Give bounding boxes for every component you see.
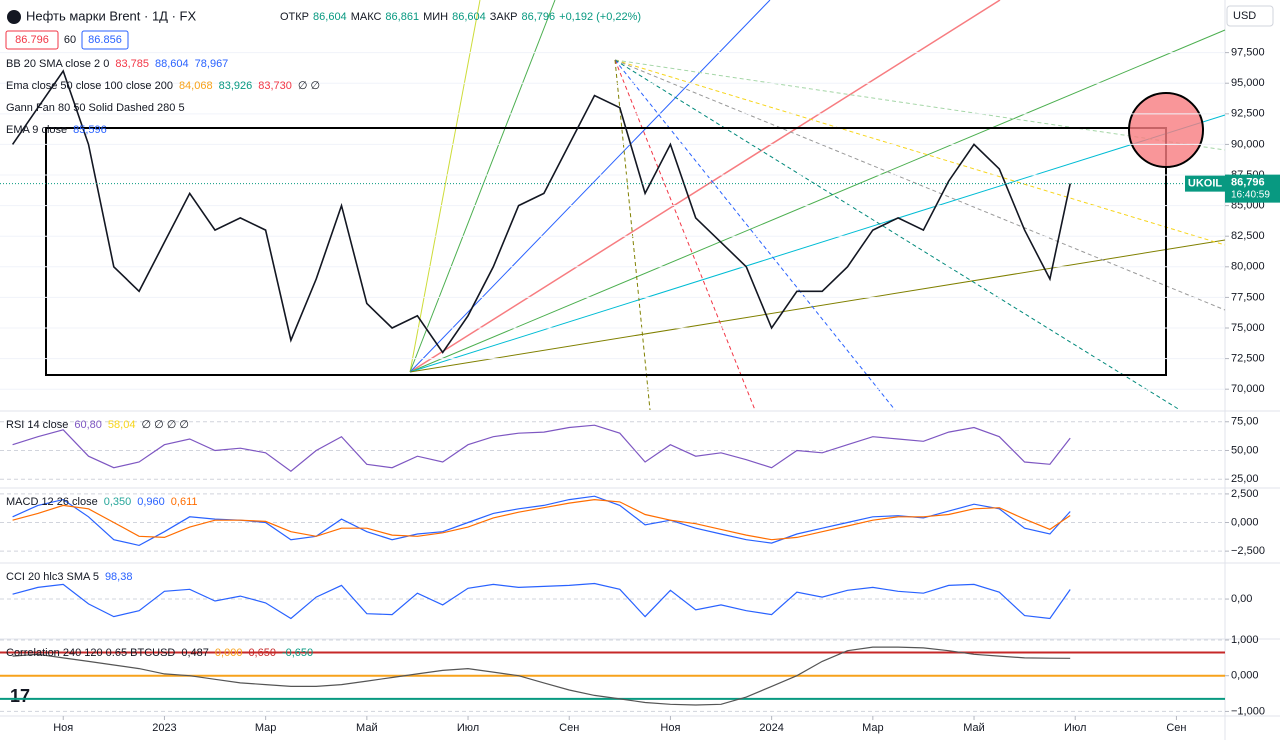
ohlc-label: ОТКР: [280, 11, 309, 23]
y-tick-label: 2,500: [1231, 488, 1259, 500]
legend-item: 0,487: [181, 647, 209, 659]
legend-item: 84,068: [179, 80, 213, 92]
legend-item: 98,38: [105, 571, 133, 583]
legend-item: 83,730: [258, 80, 292, 92]
legend-item: RSI 14 close: [6, 419, 68, 431]
legend-item: 83,926: [219, 80, 253, 92]
x-tick-label: 2024: [759, 722, 783, 734]
y-tick-label: 90,000: [1231, 138, 1265, 150]
symbol-label: UKOIL: [1188, 178, 1223, 190]
y-tick-label: −2,500: [1231, 545, 1265, 557]
currency-label: USD: [1233, 10, 1256, 22]
legend-item: -0,650: [282, 647, 313, 659]
legend-item: Gann Fan 80 50 Solid Dashed 280 5: [6, 102, 185, 114]
legend-item: BB 20 SMA close 2 0: [6, 58, 109, 70]
legend-item: Ema close 50 close 100 close 200: [6, 80, 173, 92]
last-time-label: 16:40:59: [1231, 189, 1270, 200]
ohlc-value: 86,861: [385, 11, 419, 23]
legend-item: MACD 12 26 close: [6, 496, 98, 508]
legend-item: 0,960: [137, 496, 165, 508]
y-tick-label: 25,00: [1231, 473, 1259, 485]
y-tick-label: 75,00: [1231, 416, 1259, 428]
x-tick-label: Май: [356, 722, 378, 734]
y-tick-label: 72,500: [1231, 353, 1265, 365]
series-line: [12, 498, 1071, 541]
legend-item: 83,785: [115, 58, 149, 70]
last-price-label: 86,796: [1231, 177, 1265, 189]
currency-box: [1226, 5, 1274, 27]
y-tick-label: 75,000: [1231, 322, 1265, 334]
y-tick-label: 92,500: [1231, 108, 1265, 120]
x-tick-label: Мар: [862, 722, 884, 734]
y-tick-label: 80,000: [1231, 261, 1265, 273]
price-box: [5, 30, 59, 50]
y-tick-label: 1,000: [1231, 634, 1259, 646]
tv-logo: 17: [10, 686, 38, 706]
y-tick-label: 50,00: [1231, 444, 1259, 456]
y-tick-label: 0,000: [1231, 670, 1259, 682]
drawings: [45, 0, 1226, 411]
series-line: [12, 424, 1071, 472]
legend-item: 0,611: [171, 496, 198, 508]
legend-item: 85,596: [73, 124, 107, 136]
change-value: +0,192 (+0,22%): [559, 11, 641, 23]
ohlc-label: МИН: [423, 11, 448, 23]
legend-item: 58,04: [108, 419, 136, 431]
legend-item: ∅ ∅ ∅ ∅: [141, 419, 189, 431]
legend-item: EMA 9 close: [6, 124, 67, 136]
price-box-label: 86.856: [88, 34, 122, 46]
legend-item: ∅ ∅: [298, 80, 320, 92]
svg-text:17: 17: [10, 686, 30, 706]
legend-item: 0,650: [248, 647, 276, 659]
y-tick-label: 95,000: [1231, 77, 1265, 89]
legend-item: 60,80: [74, 419, 102, 431]
price-box: [1225, 174, 1280, 203]
x-tick-label: Июл: [457, 722, 479, 734]
price-box-label: 60: [64, 34, 76, 46]
legend-item: 0,000: [215, 647, 243, 659]
legend-item: 78,967: [195, 58, 229, 70]
price-box: [81, 30, 129, 50]
ohlc-label: МАКС: [351, 11, 382, 23]
series-line: [11, 69, 1071, 354]
y-tick-label: 77,500: [1231, 291, 1265, 303]
symbol-icon: [7, 10, 21, 24]
price-box-label: 86.796: [15, 34, 49, 46]
y-tick-label: 0,000: [1231, 516, 1259, 528]
x-tick-label: 2023: [152, 722, 176, 734]
ohlc-label: ЗАКР: [490, 11, 518, 23]
x-tick-label: Сен: [1166, 722, 1186, 734]
ohlc-value: 86,796: [521, 11, 555, 23]
series-line: [12, 646, 1071, 706]
x-tick-label: Мар: [255, 722, 277, 734]
symbol-title: Нефть марки Brent · 1Д · FX: [26, 8, 196, 23]
y-tick-label: 97,500: [1231, 47, 1265, 59]
y-tick-label: 82,500: [1231, 230, 1265, 242]
x-tick-label: Май: [963, 722, 985, 734]
legend-item: 88,604: [155, 58, 189, 70]
y-tick-label: −1,000: [1231, 705, 1265, 717]
x-tick-label: Сен: [559, 722, 579, 734]
y-tick-label: 70,000: [1231, 383, 1265, 395]
series-line: [12, 582, 1071, 620]
legend-item: Correlation 240 120 0.65 BTCUSD: [6, 647, 175, 659]
y-tick-label: 0,00: [1231, 593, 1252, 605]
ohlc-value: 86,604: [313, 11, 347, 23]
legend-item: 0,350: [104, 496, 132, 508]
series-line: [12, 495, 1071, 547]
x-tick-label: Ноя: [660, 722, 680, 734]
x-tick-label: Ноя: [53, 722, 73, 734]
ohlc-value: 86,604: [452, 11, 486, 23]
x-tick-label: Июл: [1064, 722, 1086, 734]
legend-item: CCI 20 hlc3 SMA 5: [6, 571, 99, 583]
symbol-box: [1185, 175, 1225, 192]
